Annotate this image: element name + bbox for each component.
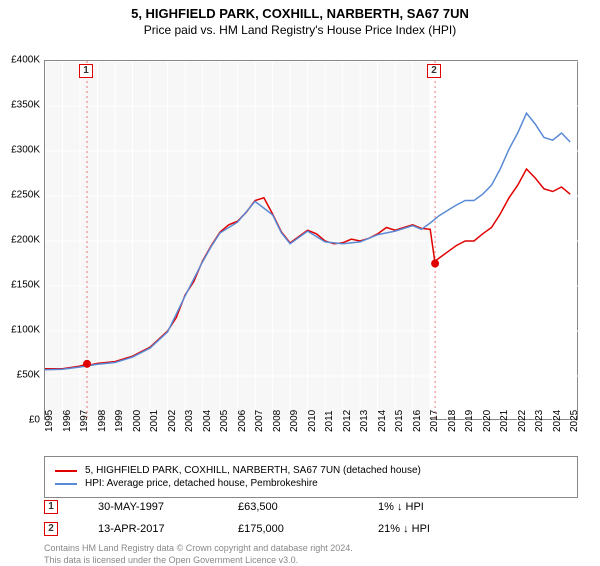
x-tick-label: 2000	[132, 420, 143, 432]
x-tick-label: 2010	[307, 420, 318, 432]
y-tick-label: £400K	[0, 55, 40, 66]
transaction-delta-2: 21% ↓ HPI	[378, 523, 478, 535]
x-tick-label: 2021	[499, 420, 510, 432]
y-tick-label: £200K	[0, 235, 40, 246]
x-tick-label: 2013	[359, 420, 370, 432]
transaction-row-2: 2 13-APR-2017 £175,000 21% ↓ HPI	[44, 522, 478, 536]
x-tick-label: 2017	[429, 420, 440, 432]
x-tick-label: 2002	[167, 420, 178, 432]
transaction-price-2: £175,000	[238, 523, 338, 535]
x-tick-label: 2011	[324, 420, 335, 432]
legend-item-property: 5, HIGHFIELD PARK, COXHILL, NARBERTH, SA…	[55, 465, 567, 476]
x-tick-label: 2005	[219, 420, 230, 432]
x-tick-label: 2018	[447, 420, 458, 432]
x-tick-label: 1997	[79, 420, 90, 432]
legend-label: HPI: Average price, detached house, Pemb…	[85, 478, 318, 489]
chart-title: 5, HIGHFIELD PARK, COXHILL, NARBERTH, SA…	[0, 6, 600, 21]
x-tick-label: 1998	[97, 420, 108, 432]
x-tick-label: 2009	[289, 420, 300, 432]
legend: 5, HIGHFIELD PARK, COXHILL, NARBERTH, SA…	[44, 456, 578, 498]
sale-marker-flag-1: 1	[79, 64, 93, 78]
x-tick-label: 2024	[552, 420, 563, 432]
x-tick-label: 2007	[254, 420, 265, 432]
x-tick-label: 2004	[202, 420, 213, 432]
legend-item-hpi: HPI: Average price, detached house, Pemb…	[55, 478, 567, 489]
x-tick-label: 2019	[464, 420, 475, 432]
footer-attribution: Contains HM Land Registry data © Crown c…	[44, 542, 353, 566]
x-tick-label: 2016	[412, 420, 423, 432]
x-tick-label: 2015	[394, 420, 405, 432]
y-tick-label: £50K	[0, 370, 40, 381]
sale-marker-flag-2: 2	[427, 64, 441, 78]
y-tick-label: £150K	[0, 280, 40, 291]
legend-label: 5, HIGHFIELD PARK, COXHILL, NARBERTH, SA…	[85, 465, 421, 476]
x-tick-label: 2006	[237, 420, 248, 432]
x-tick-label: 2012	[342, 420, 353, 432]
chart-subtitle: Price paid vs. HM Land Registry's House …	[0, 23, 600, 37]
x-tick-label: 2023	[534, 420, 545, 432]
x-tick-label: 1996	[62, 420, 73, 432]
x-tick-label: 2025	[569, 420, 580, 432]
x-tick-label: 1999	[114, 420, 125, 432]
footer-line-2: This data is licensed under the Open Gov…	[44, 554, 353, 566]
transaction-delta-1: 1% ↓ HPI	[378, 501, 478, 513]
y-tick-label: £250K	[0, 190, 40, 201]
x-tick-label: 2003	[184, 420, 195, 432]
y-tick-label: £0	[0, 415, 40, 426]
chart-plot-area	[44, 60, 578, 420]
x-tick-label: 1995	[44, 420, 55, 432]
legend-swatch	[55, 483, 77, 485]
transaction-marker-1: 1	[44, 500, 58, 514]
x-tick-label: 2022	[517, 420, 528, 432]
x-tick-label: 2001	[149, 420, 160, 432]
transaction-date-2: 13-APR-2017	[98, 523, 198, 535]
transaction-date-1: 30-MAY-1997	[98, 501, 198, 513]
transaction-marker-2: 2	[44, 522, 58, 536]
transaction-price-1: £63,500	[238, 501, 338, 513]
footer-line-1: Contains HM Land Registry data © Crown c…	[44, 542, 353, 554]
transaction-row-1: 1 30-MAY-1997 £63,500 1% ↓ HPI	[44, 500, 478, 514]
x-tick-label: 2020	[482, 420, 493, 432]
x-tick-label: 2008	[272, 420, 283, 432]
chart-svg	[45, 61, 579, 421]
legend-swatch	[55, 470, 77, 472]
y-tick-label: £300K	[0, 145, 40, 156]
y-tick-label: £100K	[0, 325, 40, 336]
y-tick-label: £350K	[0, 100, 40, 111]
x-tick-label: 2014	[377, 420, 388, 432]
